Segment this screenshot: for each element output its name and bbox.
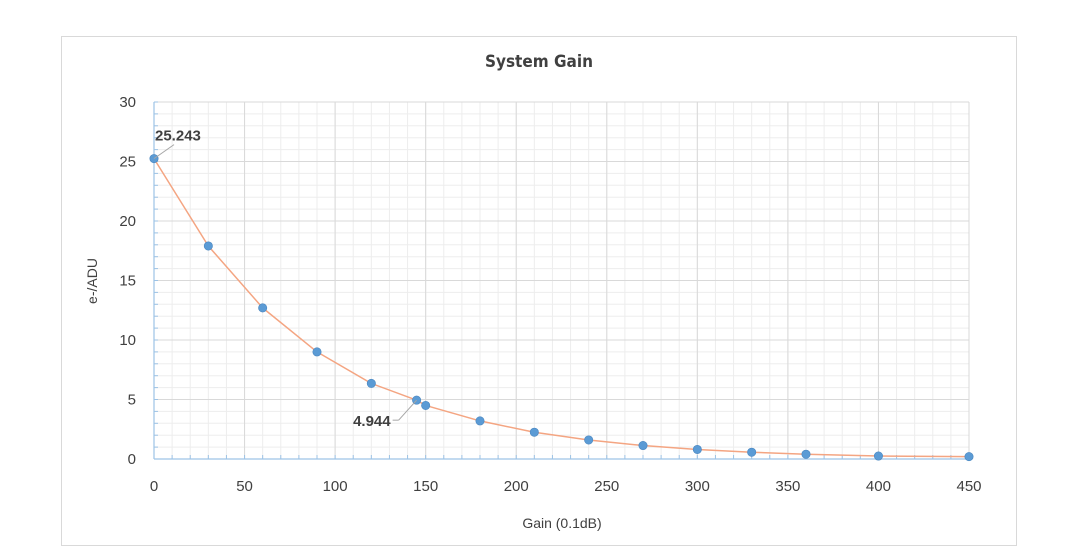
annotation-label: 4.944 [353, 413, 391, 430]
data-point [692, 444, 702, 454]
data-point [873, 451, 883, 461]
data-point [801, 449, 811, 459]
y-tick-label: 25 [119, 154, 136, 171]
y-tick-label: 0 [128, 451, 136, 468]
annotation-label: 25.243 [155, 128, 201, 145]
x-tick-label: 200 [504, 478, 529, 495]
data-point [203, 241, 213, 251]
y-tick-label: 10 [119, 332, 136, 349]
series-line [153, 158, 970, 458]
axes: 0 50 100 150 200 250 300 350 400 450 0 5 10 15 20 25 30 [119, 94, 981, 495]
chart-title: System Gain [485, 52, 593, 72]
grid [153, 101, 970, 460]
data-point [964, 452, 974, 462]
data-point [258, 303, 268, 313]
x-tick-label: 150 [413, 478, 438, 495]
data-point [638, 441, 648, 451]
x-axis-label: Gain (0.1dB) [522, 515, 601, 531]
x-tick-label: 0 [150, 478, 158, 495]
x-tick-label: 250 [594, 478, 619, 495]
x-tick-label: 350 [775, 478, 800, 495]
y-tick-label: 5 [128, 392, 136, 409]
data-point [421, 400, 431, 410]
x-tick-label: 100 [323, 478, 348, 495]
annotation-leader [398, 399, 417, 421]
y-tick-label: 15 [119, 273, 136, 290]
data-point [312, 347, 322, 357]
series [149, 154, 974, 462]
annotations: 25.243 4.944 [153, 128, 417, 430]
x-tick-label: 300 [685, 478, 710, 495]
x-tick-label: 50 [236, 478, 253, 495]
data-point [366, 378, 376, 388]
chart-frame [61, 36, 1017, 546]
annotation-leader [153, 144, 175, 160]
x-tick-label: 400 [866, 478, 891, 495]
data-point [747, 447, 757, 457]
y-tick-label: 30 [119, 94, 136, 111]
y-axis-label: e-/ADU [84, 258, 100, 304]
data-point [529, 427, 539, 437]
data-point [584, 435, 594, 445]
y-tick-label: 20 [119, 213, 136, 230]
x-tick-label: 450 [956, 478, 981, 495]
data-point [475, 416, 485, 426]
